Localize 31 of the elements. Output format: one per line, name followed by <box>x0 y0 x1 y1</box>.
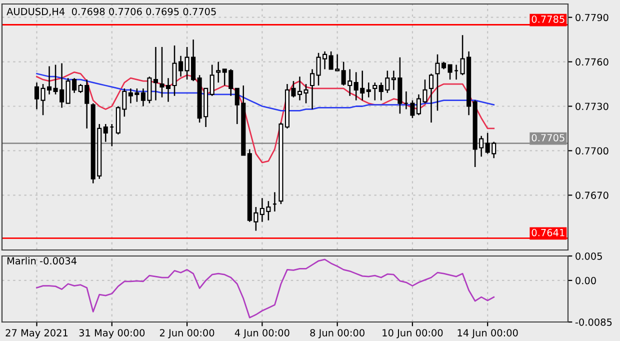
candlestick <box>310 68 315 110</box>
x-tick-label: 31 May 00:00 <box>79 329 145 338</box>
x-tick-label: 4 Jun 00:00 <box>234 329 290 338</box>
x-tick-label: 2 Jun 00:00 <box>160 329 214 338</box>
y-tick-label: 0.7730 <box>576 102 608 110</box>
candlestick <box>153 46 158 101</box>
ref-line-label: 0.7785 <box>532 16 564 23</box>
ref-line-label: 0.7705 <box>532 134 564 142</box>
x-tick-label: 8 Jun 00:00 <box>310 329 364 338</box>
y-tick-label: 0.7700 <box>576 147 608 155</box>
x-tick-label: 10 Jun 00:00 <box>382 329 443 338</box>
y-tick-label: 0.7760 <box>576 58 608 66</box>
ref-line-label: 0.7641 <box>532 228 564 236</box>
candlestick <box>428 73 434 124</box>
y-tick-label: 0.7790 <box>576 14 608 22</box>
y-tick-label: 0.7670 <box>576 192 608 199</box>
candlestick <box>448 64 452 80</box>
y-tick-label: 0.00 <box>576 276 596 284</box>
candlestick <box>410 100 415 119</box>
line-series <box>36 258 495 318</box>
candlestick <box>366 82 371 98</box>
candlestick <box>210 64 214 97</box>
candlestick <box>216 61 221 84</box>
candlestick <box>372 82 378 101</box>
chart-title: AUDUSD,H4 0.7698 0.7706 0.7695 0.7705 <box>6 8 216 16</box>
y-tick-label: -0.0085 <box>575 318 612 326</box>
y-tick-label: 0.005 <box>576 252 602 260</box>
x-tick-label: 14 Jun 00:00 <box>458 329 518 338</box>
x-tick-label: 27 May 2021 <box>6 329 68 338</box>
chart-title: Marlin -0.0034 <box>7 256 77 265</box>
candlestick <box>103 123 108 142</box>
